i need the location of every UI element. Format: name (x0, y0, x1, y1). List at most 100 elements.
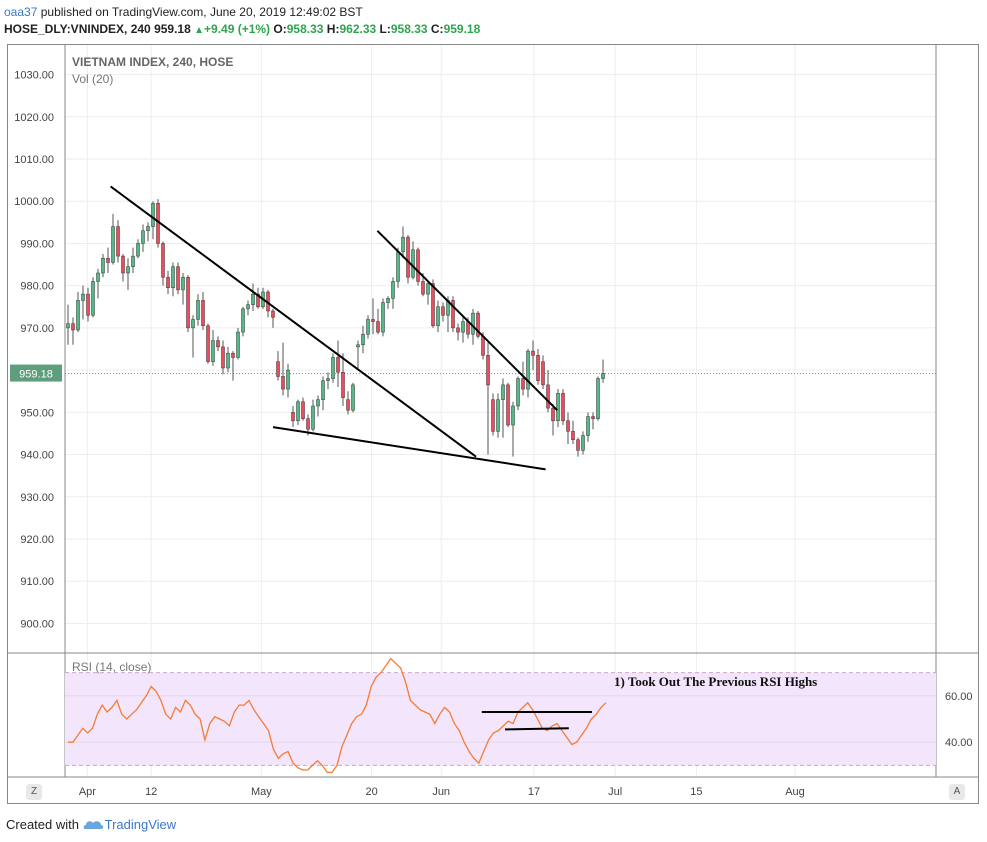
candle-body (441, 306, 445, 316)
candle-body (241, 308, 245, 333)
price-tick-label: 910.00 (20, 576, 54, 588)
candle-body (571, 431, 575, 441)
candle-body (601, 373, 605, 379)
candle-body (91, 281, 95, 316)
high-label: H: (326, 22, 340, 36)
price-trendline (272, 426, 546, 471)
price-chart[interactable]: 1030.00 1020.00 1010.00 1000.00 990.00 980.00… (8, 45, 978, 803)
candle-body (476, 312, 480, 337)
candle-body (506, 384, 510, 426)
time-tick-label: Aug (785, 786, 805, 798)
candle-body (191, 319, 195, 329)
candle-body (341, 371, 345, 398)
auto-scale-button[interactable]: A (949, 784, 965, 800)
time-tick-label: 20 (365, 786, 377, 798)
candle-body (71, 323, 75, 331)
candle-body (106, 257, 110, 263)
candle-body (321, 380, 325, 400)
candle-body (121, 255, 125, 274)
candle-body (456, 327, 460, 333)
candle-body (586, 416, 590, 436)
candle-body (281, 376, 285, 390)
rsi-band (65, 672, 936, 766)
last-price-badge-label: 959.18 (19, 369, 53, 381)
price-tick-label: 940.00 (20, 450, 54, 462)
candle-body (391, 281, 395, 299)
last-price: 959.18 (154, 22, 191, 36)
candle-body (111, 226, 115, 263)
candle-body (246, 304, 250, 310)
candle-body (526, 350, 530, 390)
candle-body (581, 435, 585, 451)
candle-body (521, 378, 525, 390)
candle-body (496, 399, 500, 432)
candle-body (311, 405, 315, 430)
candle-body (101, 257, 105, 274)
candle-body (186, 276, 190, 329)
price-tick-label: 1000.00 (14, 196, 54, 208)
candle-body (471, 312, 475, 335)
low-label: L: (379, 22, 391, 36)
candle-body (411, 249, 415, 278)
candle-body (386, 298, 390, 303)
candle-body (336, 357, 340, 373)
time-tick-label: Apr (79, 786, 96, 798)
candle-body (361, 333, 365, 346)
price-tick-label: 930.00 (20, 492, 54, 504)
author-link[interactable]: oaa37 (4, 5, 38, 19)
candle-body (81, 293, 85, 301)
chart-frame: 1030.00 1020.00 1010.00 1000.00 990.00 980.00… (7, 44, 979, 804)
candle-body (201, 300, 205, 327)
candle-body (131, 255, 135, 267)
candle-body (541, 361, 545, 386)
candle-body (206, 325, 210, 362)
candle-body (451, 300, 455, 329)
candle-body (376, 321, 380, 333)
candle-body (306, 418, 310, 430)
candle-body (431, 283, 435, 327)
candle-body (171, 266, 175, 289)
publish-text: published on TradingView.com, June 20, 2… (40, 5, 363, 19)
candle-body (116, 226, 120, 257)
open-label: O: (273, 22, 287, 36)
candle-body (256, 293, 260, 308)
candle-body (316, 399, 320, 407)
candle-body (346, 399, 350, 411)
price-tick-label: 1010.00 (14, 154, 54, 166)
candle-body (271, 310, 275, 318)
candle-body (486, 355, 490, 386)
candle-body (161, 243, 165, 278)
price-tick-label: 980.00 (20, 281, 54, 293)
time-tick-label: Jun (432, 786, 450, 798)
publish-info: oaa37 published on TradingView.com, June… (4, 5, 363, 19)
candle-body (276, 361, 280, 377)
candle-body (416, 249, 420, 282)
zoom-reset-button[interactable]: Z (26, 784, 42, 800)
candle-body (296, 401, 300, 422)
candle-body (356, 344, 360, 348)
price-tick-label: 950.00 (20, 407, 54, 419)
rsi-tick-label: 60.00 (945, 691, 973, 703)
candle-body (366, 319, 370, 335)
symbol-ohlc-line: HOSE_DLY:VNINDEX, 240 959.18 ▲+9.49 (+1%… (4, 22, 480, 36)
footer-prefix: Created with (6, 817, 79, 832)
candle-body (576, 439, 580, 451)
price-trendline (110, 185, 477, 458)
rsi-tick-label: 40.00 (945, 737, 973, 749)
footer: Created with TradingView (6, 817, 176, 832)
tradingview-link[interactable]: TradingView (104, 817, 177, 832)
rsi-line (68, 657, 607, 774)
candle-body (221, 346, 225, 369)
high-value: 962.33 (339, 22, 377, 36)
candle-body (76, 300, 80, 331)
candle-body (551, 407, 555, 422)
candle-body (66, 323, 70, 329)
candle-body (301, 401, 305, 419)
candle-body (381, 302, 385, 333)
close-value: 959.18 (443, 22, 481, 36)
price-change: +9.49 (+1%) (204, 22, 271, 36)
candle-body (461, 321, 465, 333)
candle-body (536, 355, 540, 381)
candle-body (291, 412, 295, 422)
candle-body (396, 251, 400, 282)
